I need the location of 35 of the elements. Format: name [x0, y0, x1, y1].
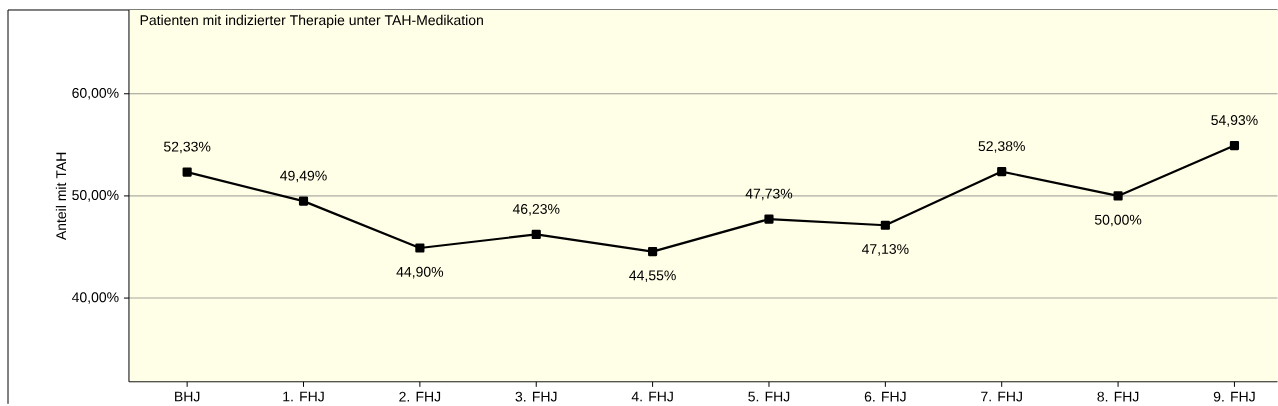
y-axis-title: Anteil mit TAH	[55, 152, 67, 240]
x-tick-label: 5. FHJ	[748, 391, 790, 402]
point	[298, 196, 309, 206]
x-tick-label: 6. FHJ	[864, 391, 906, 402]
data-label: 52,38%	[978, 141, 1025, 153]
point	[182, 167, 192, 177]
y-tick-label: 40,00%	[71, 292, 119, 304]
x-tick-label: 4. FHJ	[631, 391, 673, 402]
point	[415, 243, 425, 253]
x-tick-label: 2. FHJ	[399, 391, 441, 402]
point	[997, 166, 1007, 177]
data-label: 44,55%	[629, 270, 676, 282]
x-tick-label: 1. FHJ	[283, 391, 324, 402]
point	[531, 229, 541, 239]
data-label: 50,00%	[1094, 214, 1142, 227]
x-tick-label: 8. FHJ	[1097, 391, 1139, 402]
y-tick-label: 50,00%	[72, 190, 119, 202]
point	[1229, 140, 1240, 151]
point	[764, 214, 774, 224]
data-label: 46,23%	[512, 203, 560, 216]
data-label: 54,93%	[1211, 115, 1258, 127]
y-tick-label: 60,00%	[72, 87, 119, 100]
x-tick-label: 3. FHJ	[515, 391, 557, 402]
point	[880, 220, 890, 230]
x-tick-label: 9. FHJ	[1213, 391, 1255, 402]
data-label: 44,90%	[396, 266, 444, 279]
data-label: 47,13%	[861, 243, 909, 256]
x-tick-label: BHJ	[175, 391, 200, 402]
x-tick-label: 7. FHJ	[981, 391, 1022, 402]
chart-title: Patienten mit indizierter Therapie unter TAH-Medikation	[140, 14, 483, 28]
data-label: 52,33%	[163, 141, 211, 154]
point	[1113, 191, 1123, 201]
data-label: 49,49%	[280, 170, 327, 183]
point	[648, 246, 658, 257]
data-label: 47,73%	[745, 188, 793, 201]
